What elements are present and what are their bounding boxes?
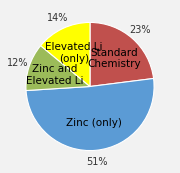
Text: Elevated Li
(only): Elevated Li (only) <box>45 42 103 64</box>
Text: 12%: 12% <box>7 58 29 68</box>
Text: 51%: 51% <box>86 157 108 167</box>
Text: Zinc (only): Zinc (only) <box>66 119 122 129</box>
Wedge shape <box>90 22 154 86</box>
Wedge shape <box>26 79 154 151</box>
Text: Zinc and
Elevated Li: Zinc and Elevated Li <box>26 64 83 86</box>
Text: Standard
Chemistry: Standard Chemistry <box>88 48 141 69</box>
Text: 23%: 23% <box>129 25 151 35</box>
Wedge shape <box>41 22 90 86</box>
Text: 14%: 14% <box>47 13 69 23</box>
Wedge shape <box>26 46 90 90</box>
